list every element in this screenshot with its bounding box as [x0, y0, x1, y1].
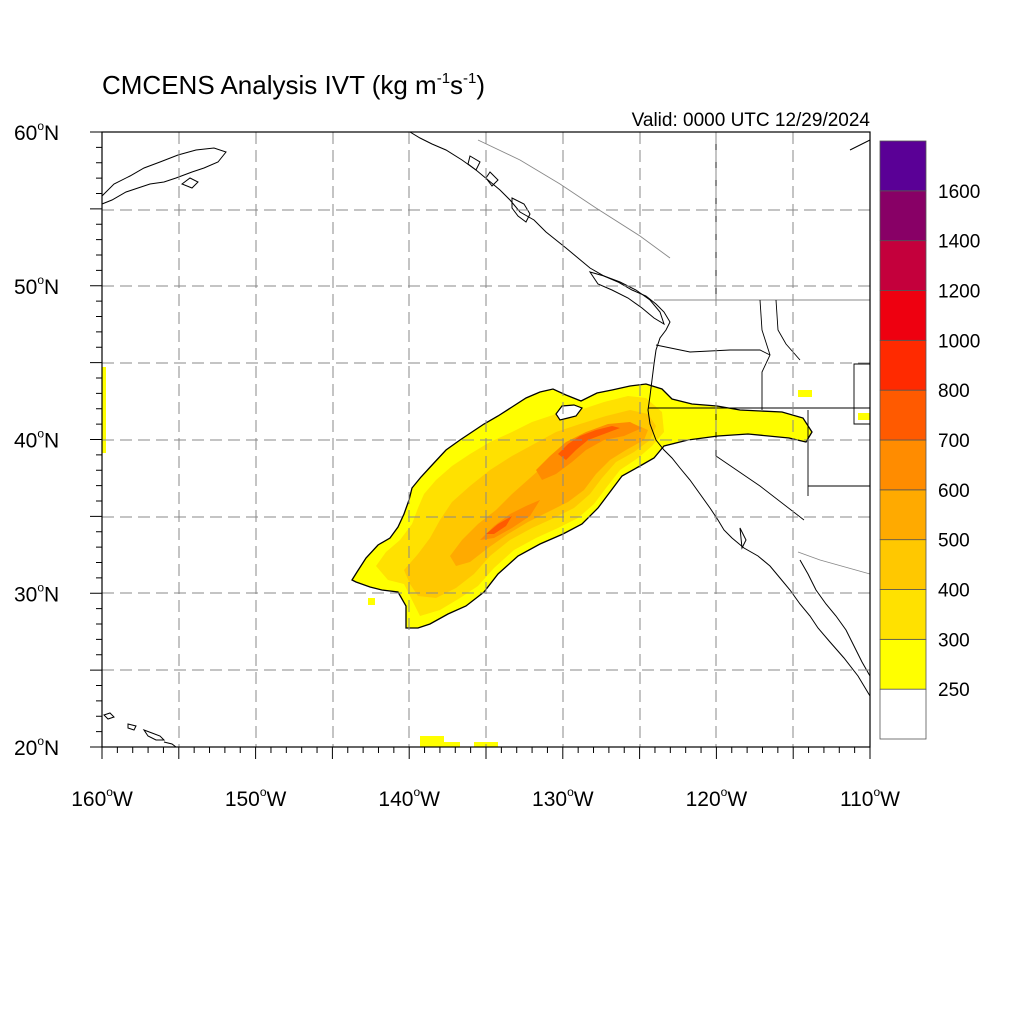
lat-tick-label: 30oN: [14, 580, 59, 606]
colorbar-label: 600: [938, 481, 970, 502]
ivt-600-region: [480, 422, 642, 540]
coastlines: [101, 131, 871, 748]
colorbar-swatch: [879, 339, 927, 391]
colorbar-swatch: [879, 489, 927, 541]
valid-time: Valid: 0000 UTC 12/29/2024: [631, 110, 870, 131]
lat-tick-label: 50oN: [14, 273, 59, 299]
colorbar-swatch: [879, 589, 927, 640]
ivt-shading: [102, 367, 870, 747]
map-title: CMCENS Analysis IVT (kg m-1s-1): [102, 70, 486, 100]
lon-tick-label: 160oW: [71, 785, 133, 811]
colorbar-label: 250: [938, 680, 970, 701]
ivt-patch-utah: [858, 413, 870, 420]
colorbar-swatch: [879, 439, 927, 491]
political-borders: [477, 132, 871, 575]
colorbar-label: 700: [938, 431, 970, 452]
colorbar-swatch: [879, 140, 927, 192]
colorbar-swatch: [879, 539, 927, 590]
colorbar-swatch: [879, 290, 927, 341]
colorbar-swatch: [879, 240, 927, 291]
ivt-patch-nevada: [798, 390, 812, 397]
colorbar: 250 300 400 500 600 700 800 1000 1200 1400 1600: [879, 140, 980, 740]
colorbar-label: 500: [938, 531, 970, 552]
colorbar-label: 800: [938, 381, 970, 402]
ivt-patch-south-1: [420, 736, 444, 747]
longitude-labels: 160oW 150oW 140oW 130oW 120oW 110oW: [71, 785, 900, 811]
lon-tick-label: 120oW: [686, 785, 748, 811]
lat-tick-label: 60oN: [14, 119, 59, 145]
lon-tick-label: 150oW: [225, 785, 287, 811]
ivt-700-region: [486, 426, 620, 534]
colorbar-label: 1000: [938, 331, 980, 352]
ivt-patch-west: [368, 598, 375, 605]
axis-ticks: [90, 131, 871, 759]
lat-tick-label: 40oN: [14, 427, 59, 453]
ivt-patch-edge: [102, 367, 106, 453]
lon-tick-label: 130oW: [532, 785, 594, 811]
colorbar-label: 1200: [938, 282, 980, 303]
lon-tick-label: 140oW: [378, 785, 440, 811]
colorbar-label: 300: [938, 630, 970, 651]
colorbar-swatch: [879, 688, 927, 740]
lat-tick-label: 20oN: [14, 734, 59, 760]
colorbar-label: 1600: [938, 182, 980, 203]
colorbar-swatch: [879, 389, 927, 441]
colorbar-swatch: [879, 190, 927, 242]
colorbar-label: 400: [938, 581, 970, 602]
latitude-labels: 60oN 50oN 40oN 30oN 20oN: [14, 119, 59, 760]
colorbar-swatch: [879, 638, 927, 690]
lon-tick-label: 110oW: [840, 785, 900, 811]
colorbar-label: 1400: [938, 232, 980, 253]
graticule: [102, 132, 870, 747]
ivt-patch-south-2: [444, 742, 460, 747]
